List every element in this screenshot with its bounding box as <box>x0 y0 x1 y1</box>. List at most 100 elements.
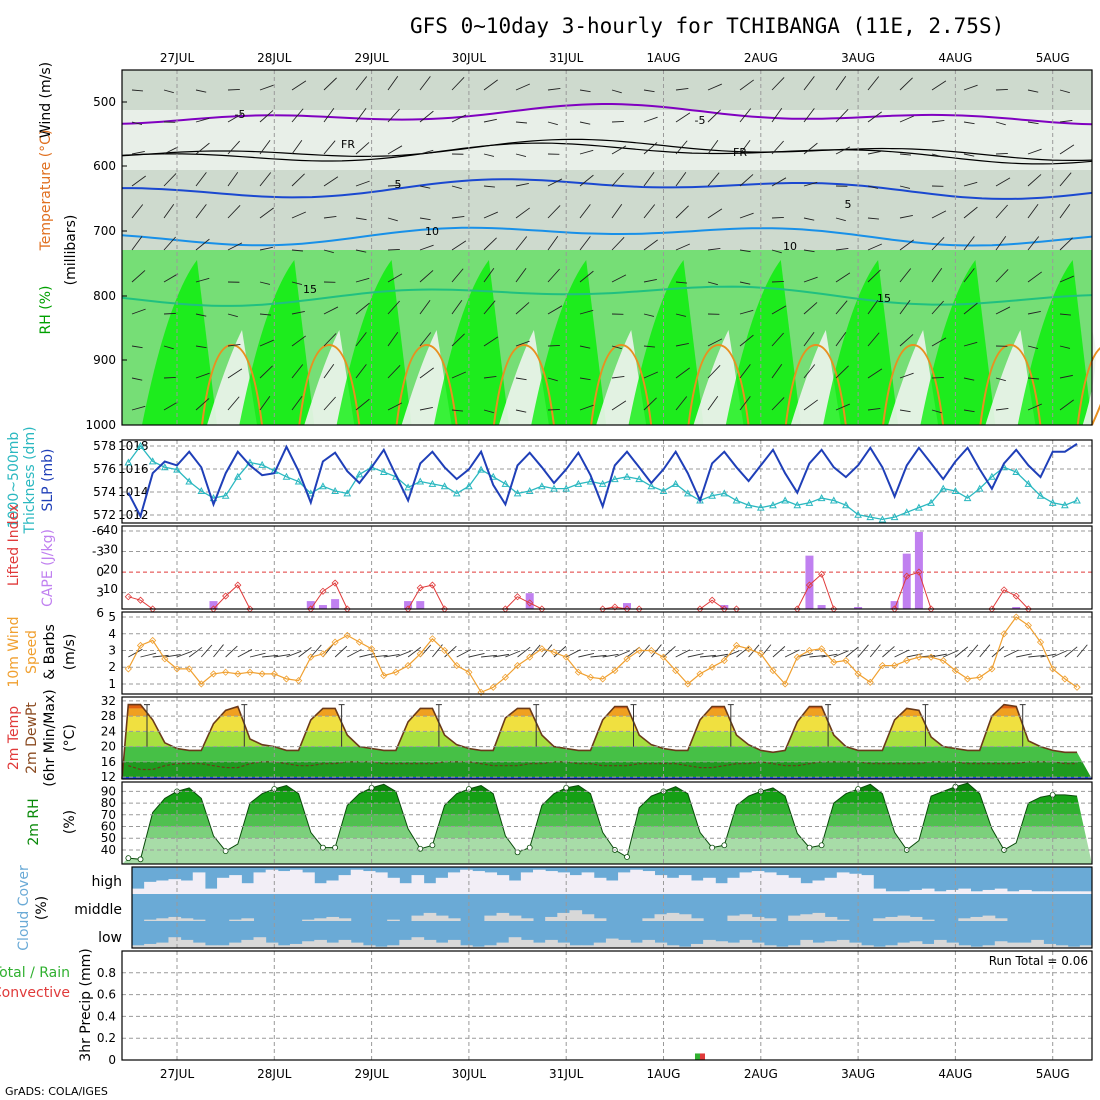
wind-speed-point <box>927 653 935 661</box>
wind-barb <box>867 217 879 220</box>
wind-barb <box>547 87 561 91</box>
temp-band <box>122 761 1092 778</box>
cape-tick-label: 10 <box>103 582 118 596</box>
wind-barb <box>419 217 431 221</box>
panel-border <box>121 781 1093 865</box>
cloud-middle-bar <box>447 918 461 921</box>
wind-barb <box>894 649 910 658</box>
wind-barb <box>387 184 400 187</box>
wind-panel: 5 4 3 2 1 <box>108 610 1093 696</box>
cloud-low-bar <box>909 941 923 948</box>
cloud-middle-bar <box>885 916 899 921</box>
isotherm-line <box>122 178 1093 200</box>
isotherm-label: 10 <box>425 225 439 238</box>
wind-barb <box>1027 403 1043 411</box>
wind-barb <box>291 249 303 252</box>
thickness-axis-label-1: 1000~500mb <box>6 432 22 529</box>
wind-barb <box>809 654 826 658</box>
wind-barb <box>803 108 815 123</box>
wind-barb <box>451 185 462 190</box>
cape-axis-label: CAPE (J/kg) <box>40 529 56 607</box>
wind-barb <box>675 112 691 123</box>
wind-barb <box>547 205 561 219</box>
cape-bar <box>720 605 729 609</box>
wind-barb <box>1052 650 1068 658</box>
cloud-low-bar <box>217 945 230 948</box>
wind-barb <box>835 272 851 283</box>
wind-speed-point <box>428 635 436 643</box>
cloud-middle-bar <box>484 915 498 921</box>
wind-tick-label: 1 <box>108 677 116 691</box>
cloud-low-bar <box>897 942 911 948</box>
cloud-low-bar <box>861 945 874 948</box>
rh2m-tick-label: 50 <box>101 831 116 845</box>
wind-barb <box>259 140 271 155</box>
wind-speed-point <box>124 665 132 673</box>
wind-barb <box>419 110 434 123</box>
wind-barb <box>195 345 207 349</box>
wind-barb <box>963 206 978 219</box>
cloud-high-bar <box>727 877 741 894</box>
cape-bar <box>1012 607 1021 609</box>
pressure-axis-label: (millibars) <box>63 215 79 286</box>
wind-barb <box>195 372 210 379</box>
wind-barb <box>451 409 463 412</box>
thickness-point <box>890 513 899 521</box>
wind-barb <box>643 313 655 317</box>
rh2m-point <box>624 854 630 860</box>
cloud-high-bar <box>946 889 959 894</box>
wind-speed-point <box>501 673 509 681</box>
wind-barb <box>419 367 434 379</box>
cloud-high-bar <box>460 869 473 894</box>
cloud-high-bar <box>1031 891 1044 894</box>
wind-barb <box>771 305 787 315</box>
thickness-point <box>525 486 534 494</box>
wind-barb <box>163 273 179 283</box>
thickness-point <box>306 489 315 497</box>
wind-barb <box>955 646 969 658</box>
cloud-middle-bar <box>909 916 923 921</box>
rh2m-point <box>137 856 144 863</box>
wind-barb <box>1059 144 1075 155</box>
lifted-index-point <box>234 581 242 589</box>
top-date-label: 2AUG <box>744 51 778 65</box>
wind-barb <box>967 644 979 658</box>
top-date-label: 27JUL <box>160 51 195 65</box>
wind-barb <box>771 249 782 254</box>
thickness-point <box>647 482 656 490</box>
wind-barb <box>195 238 210 251</box>
thickness-point <box>404 483 412 491</box>
wind-barb <box>227 313 238 318</box>
thickness-point <box>1012 467 1021 476</box>
wind-barb <box>675 171 687 187</box>
wind-speed-series-line <box>127 616 1078 694</box>
cloud-high-bar <box>496 875 510 894</box>
rh-plume <box>142 260 217 425</box>
rh2m-tick-label: 40 <box>101 843 116 857</box>
cape-bar <box>854 607 863 609</box>
rh-plume <box>628 260 704 425</box>
cloud-high-bar <box>156 880 169 894</box>
wind-barb <box>995 177 1011 187</box>
wind-tick-label: 2 <box>108 660 116 674</box>
isotherm-label: 15 <box>877 292 891 305</box>
bottom-date-axis: 27JUL 28JUL 29JUL 30JUL 31JUL 1AUG 2AUG 3AUG 4AU… <box>160 1067 1070 1081</box>
wind-barb <box>835 331 847 347</box>
wind-speed-point <box>416 650 424 658</box>
wind-barb <box>323 77 337 91</box>
wind-barb <box>579 89 591 93</box>
wind-barb <box>899 372 914 379</box>
thickness-point <box>221 491 230 499</box>
wind-barb <box>547 344 560 347</box>
wind-barb <box>131 405 146 411</box>
wind-barb <box>451 371 467 379</box>
cloud-high-bar <box>387 877 400 894</box>
cloud-middle-bar <box>836 919 850 921</box>
wind-barb <box>867 408 881 411</box>
cloud-low-bar <box>812 942 826 948</box>
isotherm-20-contour <box>298 343 361 426</box>
wind-barb <box>931 376 944 379</box>
wind-barb <box>451 216 465 219</box>
cloud-low-bar <box>727 942 741 948</box>
wind-speed-point <box>404 661 412 670</box>
